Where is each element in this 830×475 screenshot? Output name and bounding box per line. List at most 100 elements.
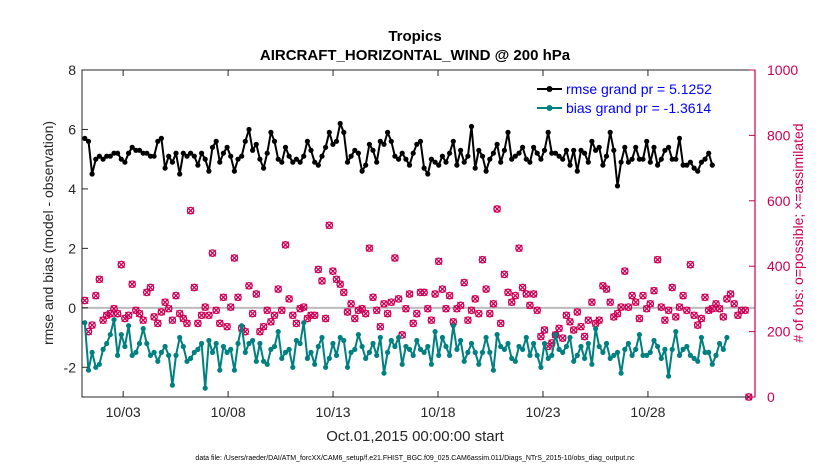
bias-series-point: [494, 332, 500, 338]
obs-possible-marker: [562, 311, 571, 320]
obs-possible-marker: [347, 299, 355, 308]
obs-assimilated-marker: [489, 300, 498, 308]
y-right-tick-label: 600: [767, 193, 791, 209]
obs-count-point: [580, 332, 589, 341]
bias-series-point: [399, 361, 405, 367]
rmse-series-point: [323, 144, 329, 150]
obs-count-point: [715, 304, 724, 313]
bias-series-point: [93, 364, 99, 370]
obs-count-point: [234, 293, 242, 302]
bias-series-point: [655, 343, 661, 350]
bias-series-point: [509, 355, 515, 361]
rmse-series-point: [366, 141, 372, 147]
bias-series-point: [644, 352, 650, 358]
bias-series-point: [107, 332, 113, 338]
obs-possible-marker: [653, 255, 662, 264]
rmse-series-point: [126, 150, 132, 156]
obs-assimilated-marker: [92, 291, 100, 300]
rmse-series-point: [629, 156, 635, 162]
rmse-series-point: [658, 156, 664, 162]
rmse-series-point: [257, 156, 263, 162]
obs-possible-marker: [690, 311, 698, 320]
obs-possible-marker: [139, 316, 148, 325]
obs-possible-marker: [423, 304, 432, 313]
obs-possible-marker: [88, 321, 96, 329]
rmse-series-point: [432, 159, 438, 165]
bias-series-point: [662, 346, 668, 352]
obs-assimilated-marker: [701, 293, 709, 301]
obs-possible-marker: [580, 332, 589, 341]
bias-series-point: [593, 326, 599, 332]
rmse-series-point: [147, 153, 154, 159]
obs-assimilated-marker: [613, 309, 622, 318]
obs-assimilated-marker: [347, 300, 355, 308]
obs-possible-marker: [398, 331, 407, 339]
bias-series-point: [425, 343, 431, 350]
obs-count-point: [741, 306, 750, 315]
obs-count-point: [380, 299, 388, 308]
bias-series-point: [414, 337, 420, 344]
bias-series-point: [578, 343, 584, 350]
obs-count-point: [212, 306, 221, 315]
rmse-series-point: [651, 144, 657, 150]
rmse-series-point: [523, 156, 529, 162]
obs-assimilated-marker: [577, 323, 585, 331]
obs-possible-marker: [650, 286, 658, 295]
obs-possible-marker: [719, 313, 728, 321]
obs-possible-marker: [394, 295, 403, 303]
bias-series-point: [333, 352, 340, 358]
rmse-series-point: [319, 153, 325, 159]
bias-series-point: [184, 358, 190, 364]
obs-assimilated-marker: [442, 305, 450, 313]
obs-possible-marker: [631, 298, 640, 307]
y-left-tick-label: 4: [68, 181, 76, 197]
obs-possible-marker: [208, 249, 217, 257]
bias-series-point: [246, 340, 252, 347]
obs-assimilated-marker: [508, 298, 516, 306]
obs-assimilated-marker: [394, 295, 403, 303]
bias-series-point: [392, 343, 398, 350]
obs-count-point: [631, 298, 640, 307]
obs-assimilated-marker: [413, 309, 421, 318]
bias-series-point: [177, 334, 183, 341]
bias-series-point: [527, 352, 533, 358]
bias-series-point: [432, 329, 438, 335]
obs-assimilated-marker: [369, 293, 377, 301]
obs-possible-marker: [201, 303, 210, 311]
rmse-series-point: [166, 153, 172, 159]
obs-possible-marker: [157, 308, 166, 316]
rmse-series-point: [374, 159, 380, 165]
obs-assimilated-marker: [248, 309, 257, 318]
obs-assimilated-marker: [497, 319, 505, 328]
obs-count-point: [153, 319, 162, 328]
rmse-series-point: [173, 150, 179, 156]
rmse-series-point: [271, 138, 278, 144]
bias-series-point: [301, 320, 307, 326]
obs-possible-marker: [234, 293, 242, 302]
obs-possible-marker: [150, 313, 158, 321]
bias-series-point: [684, 343, 690, 350]
bias-series-point: [501, 346, 507, 352]
bias-series-point: [443, 343, 449, 350]
obs-count-point: [102, 311, 111, 320]
bias-series-point: [633, 346, 639, 352]
obs-possible-marker: [274, 285, 283, 293]
bias-series-point: [717, 340, 723, 347]
rmse-series-point: [600, 162, 606, 168]
rmse-series-point: [89, 171, 95, 177]
bias-series-point: [344, 364, 351, 370]
obs-count-point: [438, 285, 447, 293]
obs-possible-marker: [245, 281, 253, 290]
rmse-series-point: [545, 129, 551, 135]
obs-possible-marker: [664, 306, 673, 315]
obs-possible-marker: [628, 291, 636, 300]
rmse-series-point: [129, 144, 135, 150]
bias-series-point: [286, 346, 292, 352]
obs-possible-marker: [518, 283, 527, 292]
bias-series-point: [323, 364, 329, 370]
bias-series-point: [147, 352, 154, 358]
obs-count-point: [485, 309, 494, 318]
rmse-series-point: [603, 153, 610, 159]
y-left-tick-label: 6: [68, 121, 76, 137]
obs-possible-marker: [540, 326, 549, 334]
